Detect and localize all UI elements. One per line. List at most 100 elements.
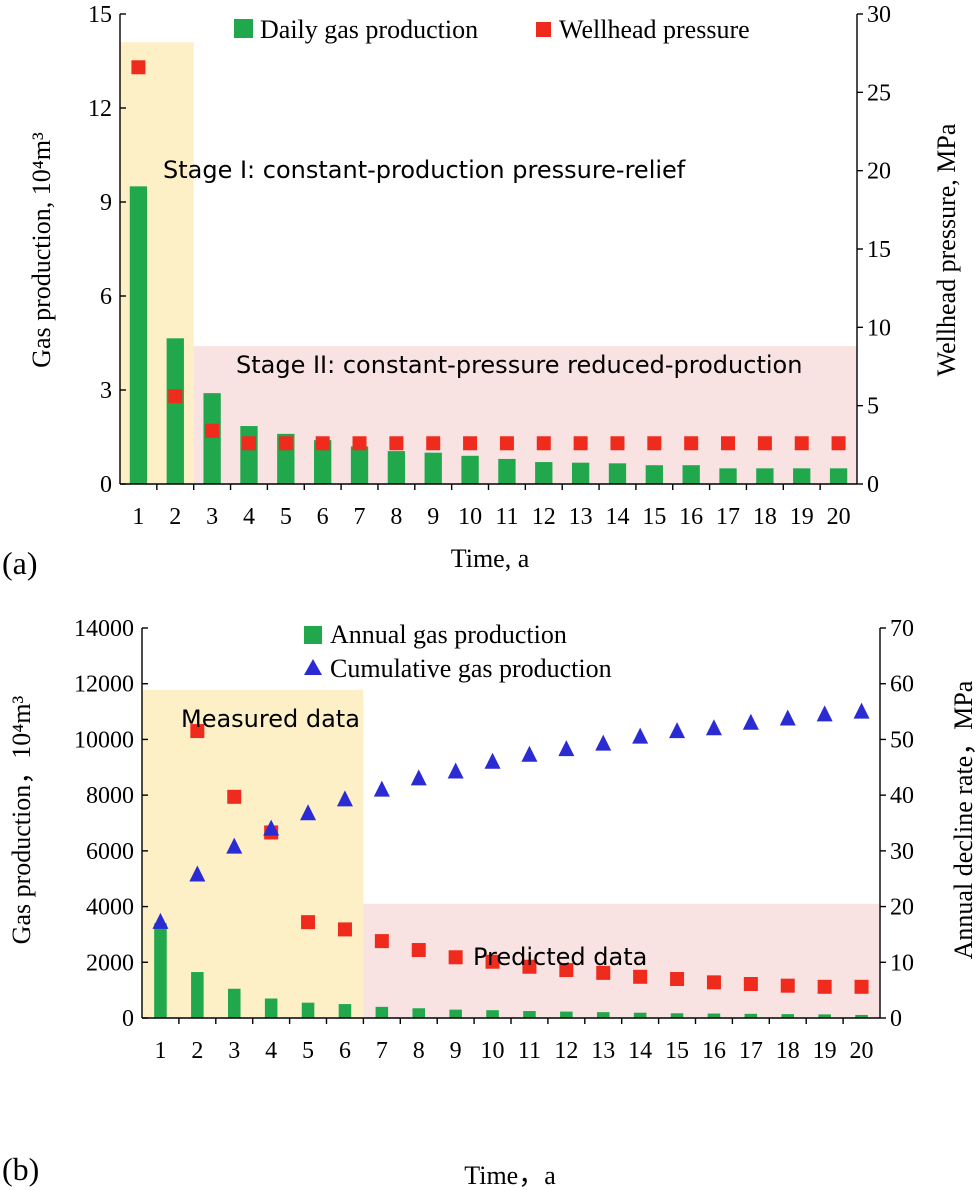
triangle-marker-1 bbox=[152, 912, 169, 929]
right-y-tick-label: 0 bbox=[890, 1006, 902, 1032]
right-y-tick-label: 30 bbox=[867, 2, 891, 28]
left-y-tick-label: 2000 bbox=[86, 950, 134, 976]
square-marker-7 bbox=[352, 436, 367, 451]
x-tick-label: 10 bbox=[458, 504, 482, 530]
bar-9 bbox=[424, 452, 442, 484]
right-y-tick-label: 5 bbox=[867, 394, 879, 420]
annual-decline-rate-markers bbox=[190, 724, 869, 994]
x-tick-label: 13 bbox=[591, 1038, 615, 1064]
triangle-marker-16 bbox=[705, 719, 722, 736]
x-tick-label: 18 bbox=[753, 504, 777, 530]
square-marker-20 bbox=[831, 436, 846, 451]
triangle-marker-6 bbox=[336, 790, 353, 807]
x-tick-label: 4 bbox=[243, 504, 255, 530]
triangle-marker-2 bbox=[189, 865, 206, 882]
x-tick-label: 15 bbox=[642, 504, 666, 530]
triangle-marker-14 bbox=[632, 727, 649, 744]
x-tick-label: 11 bbox=[495, 504, 518, 530]
x-tick-label: 3 bbox=[228, 1038, 240, 1064]
square-marker-18 bbox=[780, 978, 795, 993]
square-marker-6 bbox=[337, 922, 352, 937]
x-tick-label: 19 bbox=[813, 1038, 837, 1064]
square-marker-18 bbox=[757, 436, 772, 451]
x-tick-label: 17 bbox=[716, 504, 740, 530]
axis-ticks bbox=[142, 627, 886, 1024]
legend-swatch-bar bbox=[234, 19, 253, 38]
x-tick-label: 6 bbox=[339, 1038, 351, 1064]
right-y-tick-labels: 0 5 10 15 20 25 30 bbox=[867, 2, 891, 498]
legend-cumulative-gas-production: Cumulative gas production bbox=[330, 654, 612, 683]
right-y-tick-labels: 0 10 20 30 40 50 60 70 bbox=[890, 616, 914, 1032]
right-y-tick-label: 10 bbox=[890, 950, 914, 976]
x-tick-label: 1 bbox=[154, 1038, 166, 1064]
x-tick-label: 20 bbox=[850, 1038, 874, 1064]
bar-17 bbox=[719, 468, 737, 484]
bar-8 bbox=[387, 451, 406, 484]
square-marker-9 bbox=[426, 436, 441, 451]
bar-6 bbox=[338, 1004, 352, 1018]
triangle-marker-11 bbox=[521, 745, 538, 762]
x-tick-label: 2 bbox=[169, 504, 181, 530]
square-marker-12 bbox=[559, 963, 574, 978]
bar-1 bbox=[129, 186, 148, 485]
x-tick-label: 12 bbox=[532, 504, 556, 530]
bar-11 bbox=[498, 458, 516, 484]
x-tick-label: 13 bbox=[569, 504, 593, 530]
x-tick-label: 14 bbox=[605, 504, 629, 530]
square-marker-11 bbox=[499, 436, 514, 451]
square-marker-3 bbox=[227, 789, 242, 804]
square-marker-2 bbox=[190, 724, 205, 739]
square-marker-5 bbox=[301, 915, 316, 930]
triangle-marker-17 bbox=[742, 713, 759, 730]
left-y-tick-label: 8000 bbox=[86, 783, 134, 809]
x-tick-label: 20 bbox=[827, 504, 851, 530]
left-y-axis-title: Gas production，10⁴m³ bbox=[7, 695, 36, 944]
bar-10 bbox=[486, 1010, 499, 1018]
right-y-tick-label: 40 bbox=[890, 783, 914, 809]
x-tick-label: 10 bbox=[481, 1038, 505, 1064]
bar-7 bbox=[375, 1006, 389, 1018]
right-y-axis-title: Annual decline rate，MPa bbox=[949, 680, 978, 959]
bar-4 bbox=[264, 998, 278, 1018]
square-marker-10 bbox=[485, 954, 500, 969]
x-tick-label: 9 bbox=[450, 1038, 462, 1064]
bar-1 bbox=[154, 923, 167, 1018]
square-marker-1 bbox=[131, 60, 146, 75]
stage-1-label: Stage I: constant-production pressure-re… bbox=[163, 156, 686, 184]
bar-20 bbox=[855, 1014, 868, 1018]
measured-data-label: Measured data bbox=[181, 705, 360, 733]
right-y-tick-label: 20 bbox=[890, 895, 914, 921]
bar-17 bbox=[744, 1013, 758, 1018]
x-tick-label: 7 bbox=[376, 1038, 388, 1064]
square-marker-19 bbox=[794, 436, 809, 451]
bar-14 bbox=[633, 1012, 647, 1018]
x-tick-label: 5 bbox=[280, 504, 292, 530]
square-marker-11 bbox=[522, 959, 537, 974]
bar-14 bbox=[608, 463, 627, 484]
x-tick-label: 15 bbox=[665, 1038, 689, 1064]
square-marker-9 bbox=[448, 950, 463, 965]
bar-19 bbox=[793, 468, 811, 484]
left-y-tick-label: 6 bbox=[100, 284, 112, 310]
x-tick-label: 8 bbox=[390, 504, 402, 530]
bar-15 bbox=[670, 1013, 684, 1018]
square-marker-14 bbox=[633, 969, 648, 984]
triangle-marker-19 bbox=[816, 705, 833, 722]
left-y-tick-label: 12000 bbox=[74, 672, 134, 698]
bar-13 bbox=[596, 1012, 610, 1018]
right-y-tick-label: 10 bbox=[867, 315, 891, 341]
bar-12 bbox=[560, 1011, 573, 1018]
legend-wellhead-pressure: Wellhead pressure bbox=[559, 15, 750, 44]
square-marker-10 bbox=[463, 436, 478, 451]
right-y-tick-label: 20 bbox=[867, 159, 891, 185]
predicted-data-label: Predicted data bbox=[473, 943, 647, 971]
x-tick-label: 2 bbox=[191, 1038, 203, 1064]
square-marker-16 bbox=[684, 436, 699, 451]
bar-18 bbox=[756, 468, 774, 484]
right-y-axis-title: Wellhead pressure, MPa bbox=[932, 123, 961, 376]
triangle-marker-9 bbox=[447, 762, 464, 779]
left-y-tick-label: 12 bbox=[88, 96, 112, 122]
